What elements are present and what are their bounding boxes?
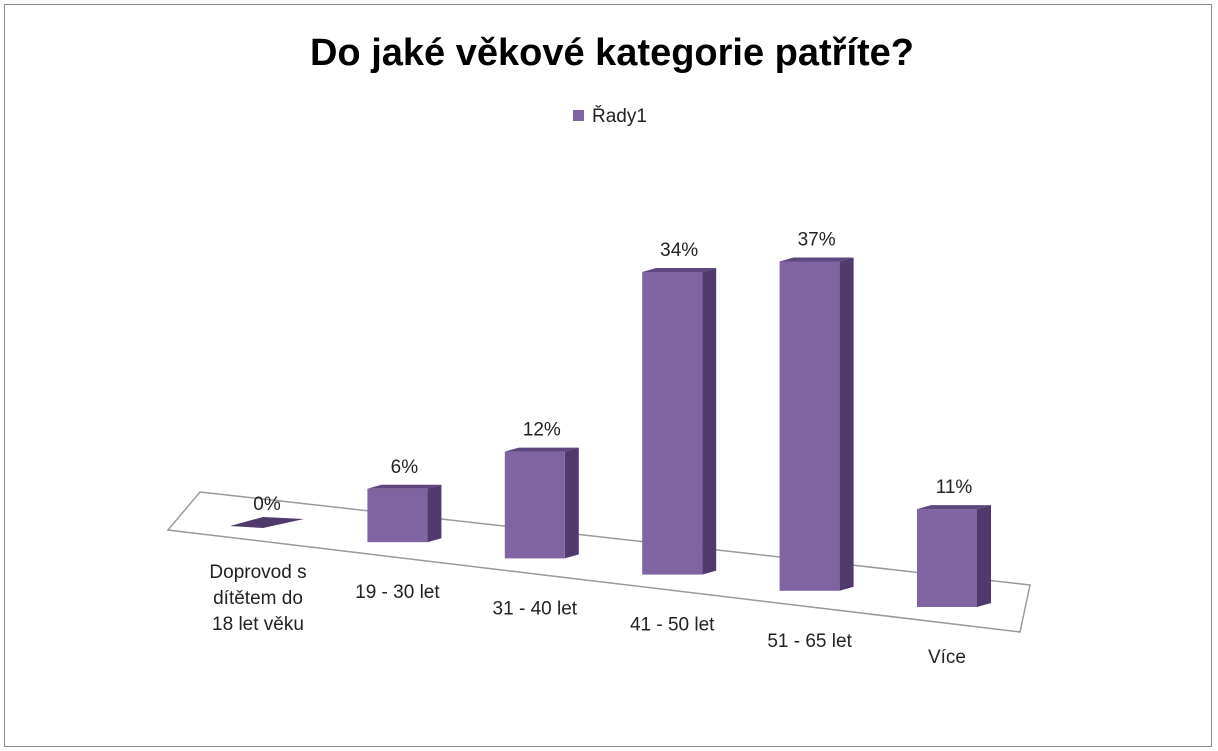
bar-side	[839, 257, 854, 591]
bar-side	[977, 505, 991, 607]
data-label: 12%	[523, 420, 561, 441]
bar-top	[779, 257, 854, 262]
bar-side	[564, 447, 579, 559]
bar: 11%	[917, 477, 991, 607]
bars-group: 0% 6% 12% 34% 37% 11%	[230, 230, 991, 607]
chart-title: Do jaké věkové kategorie patříte?	[310, 32, 914, 74]
bar-top	[917, 505, 991, 510]
category-label: 31 - 40 let	[493, 598, 578, 619]
category-label: Doprovod s dítětem do 18 let věku	[209, 562, 306, 635]
legend: Řady1	[573, 105, 647, 127]
bar-side	[427, 484, 442, 543]
data-label: 0%	[253, 494, 281, 515]
bar-front	[779, 261, 840, 591]
bar-front	[504, 451, 565, 559]
bar: 0%	[230, 494, 304, 528]
bar-side	[702, 268, 717, 575]
bar-front	[917, 509, 977, 607]
category-label: 41 - 50 let	[630, 615, 715, 636]
bar-front	[642, 272, 703, 575]
bar: 6%	[367, 457, 442, 543]
chart-floor	[166, 491, 1031, 633]
legend-swatch	[573, 110, 584, 121]
bar-top	[642, 268, 717, 272]
category-label: 19 - 30 let	[355, 582, 440, 603]
data-label: 11%	[936, 477, 973, 498]
data-label: 34%	[660, 240, 698, 261]
category-label: 51 - 65 let	[767, 631, 852, 652]
bar-front	[367, 488, 428, 543]
bar: 34%	[642, 240, 717, 575]
data-label: 37%	[798, 230, 836, 251]
bar-zero	[230, 517, 304, 528]
bar: 37%	[779, 230, 854, 591]
bar-top	[504, 447, 579, 452]
chart-frame	[4, 4, 1212, 747]
bar: 12%	[504, 420, 579, 559]
bar-top	[367, 484, 442, 489]
legend-label: Řady1	[592, 105, 647, 127]
category-label: Více	[928, 647, 966, 668]
category-labels: Doprovod s dítětem do 18 let věku 19 - 30 l…	[209, 562, 966, 668]
data-label: 6%	[391, 457, 419, 478]
